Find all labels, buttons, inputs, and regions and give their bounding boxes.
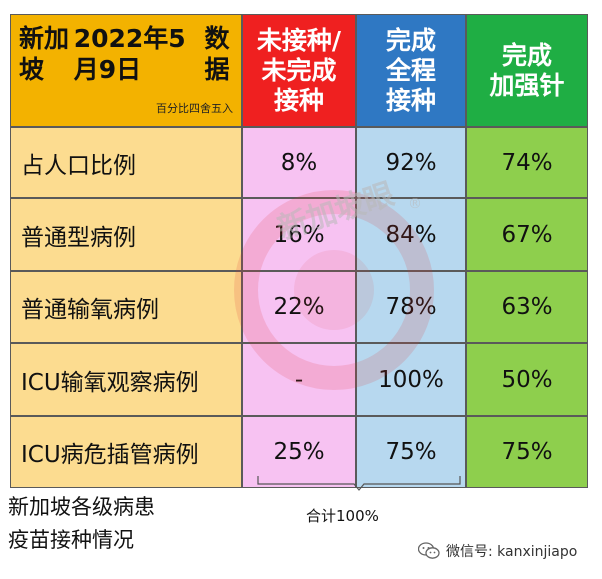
title-cell: 新加坡 2022年5月9日 数据 百分比四舍五入 [10,14,242,127]
cell-fully-vaccinated: 75% [356,416,466,488]
row-label: 普通输氧病例 [10,271,242,343]
sum-label: 合计100% [306,507,379,525]
title-line1: 新加坡 [19,24,70,84]
caption-line2: 疫苗接种情况 [8,528,134,552]
cell-fully-vaccinated: 100% [356,343,466,416]
rounding-note: 百分比四舍五入 [156,102,233,115]
caption-line1: 新加坡各级病患 [8,495,155,519]
cell-fully-vaccinated: 84% [356,198,466,271]
wechat-icon [418,542,440,559]
header-unvaccinated: 未接种/ 未完成 接种 [242,14,356,127]
sum-brace [257,476,461,491]
title-line2: 2022年5月9日 [73,24,186,84]
caption: 新加坡各级病患 疫苗接种情况 [8,491,155,557]
row-label: 普通型病例 [10,198,242,271]
cell-unvaccinated: 22% [242,271,356,343]
row-label: ICU输氧观察病例 [10,343,242,416]
cell-booster: 75% [466,416,588,488]
wechat-text: 微信号: kanxinjiapo [446,544,578,560]
cell-booster: 63% [466,271,588,343]
cell-booster: 50% [466,343,588,416]
cell-fully-vaccinated: 92% [356,127,466,198]
cell-booster: 74% [466,127,588,198]
cell-fully-vaccinated: 78% [356,271,466,343]
cell-unvaccinated: 25% [242,416,356,488]
wechat-id: 微信号: kanxinjiapo [418,541,577,561]
cell-unvaccinated: 16% [242,198,356,271]
cell-unvaccinated: 8% [242,127,356,198]
title-line3: 数据 [204,24,230,84]
header-fully-vaccinated: 完成 全程 接种 [356,14,466,127]
row-label: 占人口比例 [10,127,242,198]
row-label: ICU病危插管病例 [10,416,242,488]
cell-booster: 67% [466,198,588,271]
cell-unvaccinated: - [242,343,356,416]
header-booster: 完成 加强针 [466,14,588,127]
